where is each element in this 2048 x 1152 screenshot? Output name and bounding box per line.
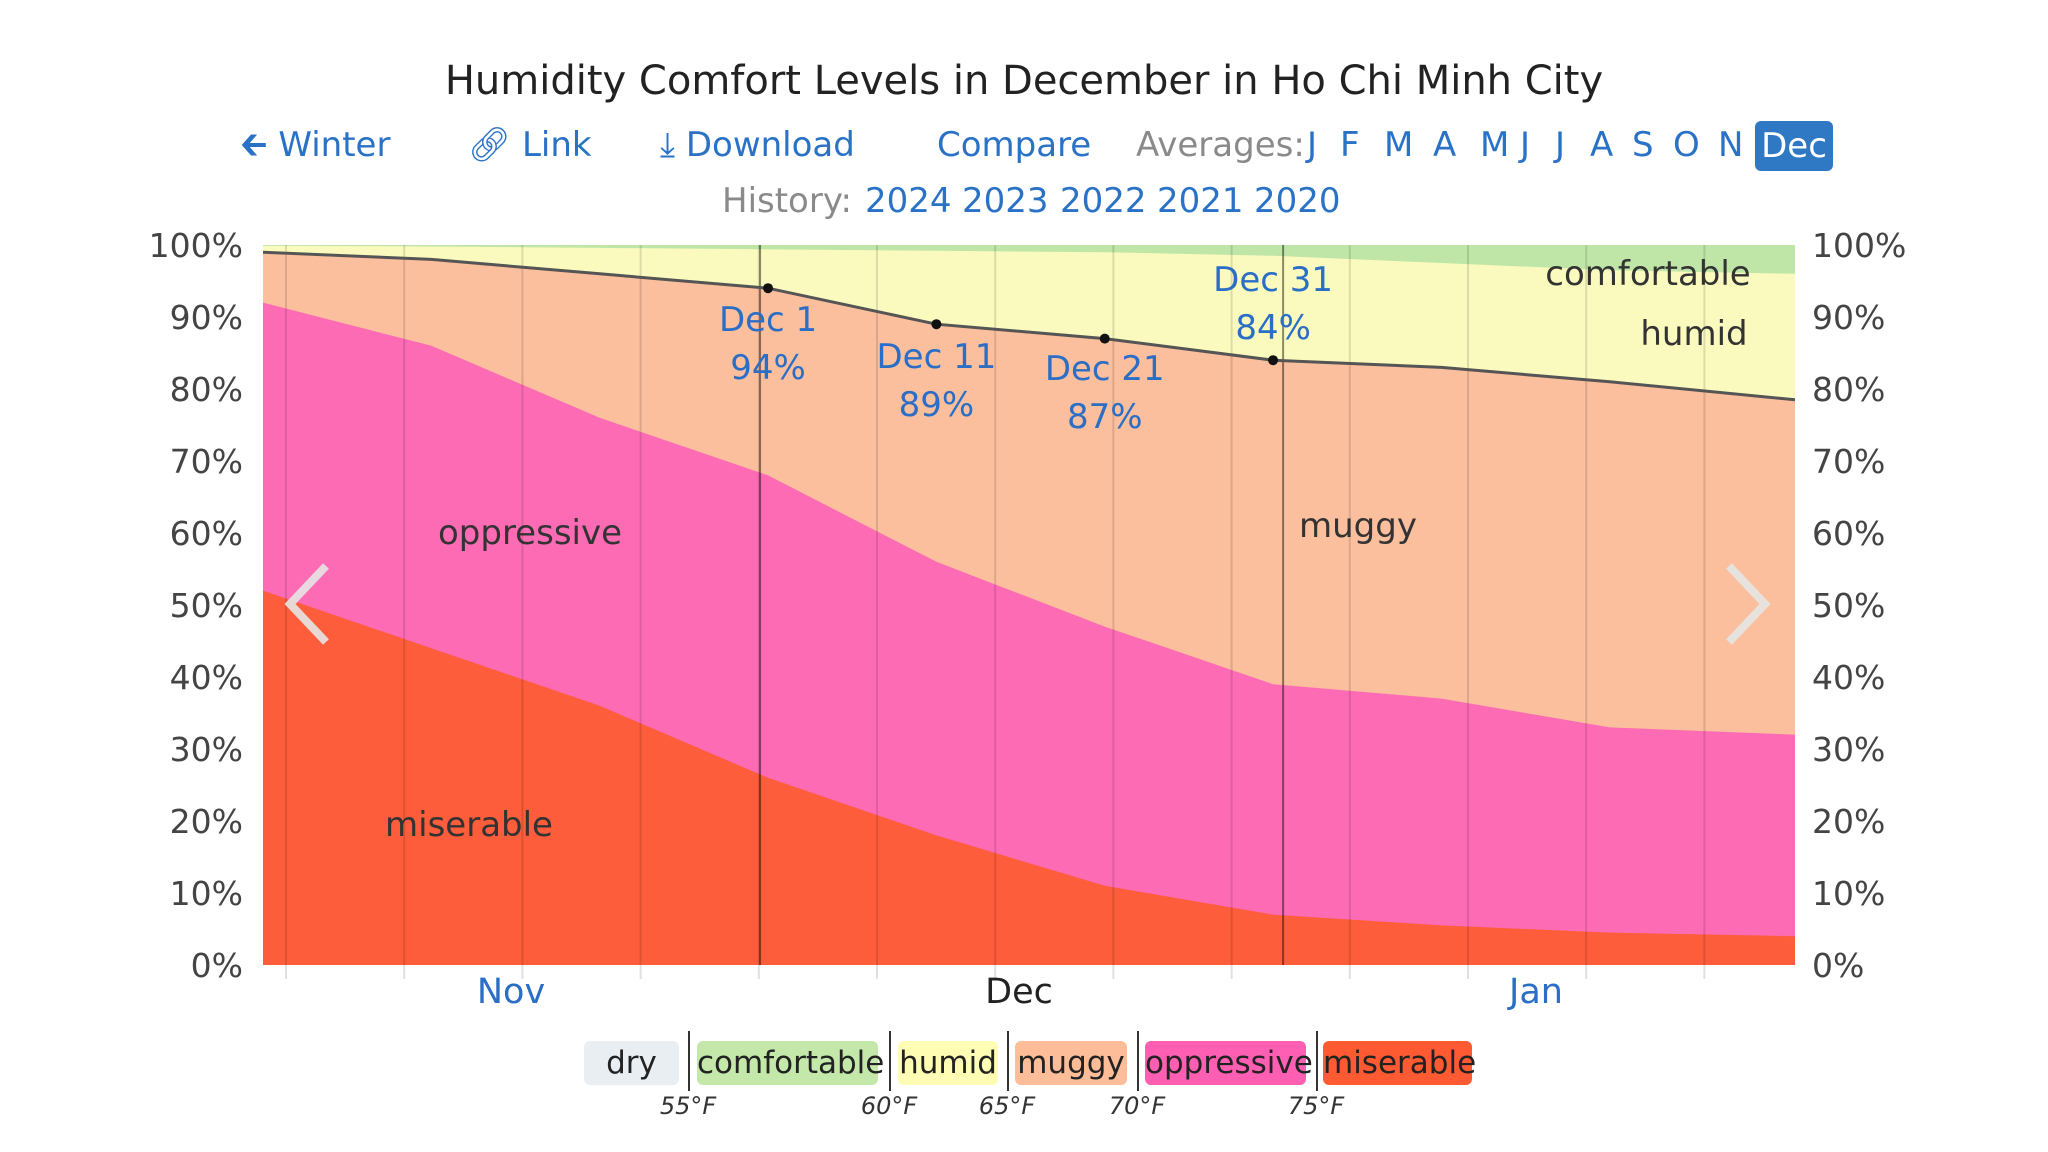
y-tick-right: 40%: [1812, 658, 1885, 697]
y-tick-right: 100%: [1812, 226, 1906, 265]
history-year-2022[interactable]: 2022: [1060, 181, 1147, 221]
legend-separator: [1007, 1031, 1009, 1091]
chevron-right-icon[interactable]: [1726, 563, 1771, 645]
y-tick-right: 0%: [1812, 946, 1864, 985]
annotation-marker: [763, 283, 774, 294]
winter-label: Winter: [278, 125, 391, 165]
month-s[interactable]: S: [1632, 125, 1654, 165]
legend-threshold: 75°F: [1287, 1092, 1345, 1120]
legend-separator: [688, 1031, 690, 1091]
chart-title: Humidity Comfort Levels in December in H…: [444, 58, 1604, 104]
y-tick-left: 90%: [170, 298, 243, 337]
y-tick-left: 70%: [170, 442, 243, 481]
link-icon: 🔗︎: [468, 125, 512, 165]
history-year-2020[interactable]: 2020: [1254, 181, 1341, 221]
area-label-muggy: muggy: [1299, 506, 1417, 546]
download-icon: ⤓: [660, 125, 676, 165]
month-j[interactable]: J: [1555, 125, 1566, 165]
month-o[interactable]: O: [1673, 125, 1700, 165]
averages-label: Averages:: [1136, 125, 1305, 165]
legend-separator: [889, 1031, 891, 1091]
legend-threshold: 60°F: [860, 1092, 918, 1120]
month-j[interactable]: J: [1520, 125, 1531, 165]
legend-threshold: 65°F: [978, 1092, 1036, 1120]
annotation-value: 94%: [730, 348, 806, 388]
download-button[interactable]: ⤓ Download: [660, 122, 855, 168]
y-tick-right: 80%: [1812, 370, 1885, 409]
history-label: History:: [722, 181, 852, 221]
y-tick-right: 60%: [1812, 514, 1885, 553]
y-tick-right: 10%: [1812, 874, 1885, 913]
month-j[interactable]: J: [1307, 125, 1318, 165]
arrow-left-icon: 🡰: [240, 125, 268, 165]
annotation-value: 89%: [899, 385, 975, 425]
area-miserable: [263, 590, 1795, 965]
annotation-date: Dec 31: [1213, 260, 1333, 300]
legend-threshold: 55°F: [659, 1092, 717, 1120]
humid-boundary-line: [262, 250, 1796, 402]
history-year-2024[interactable]: 2024: [865, 181, 952, 221]
download-label: Download: [685, 125, 855, 165]
y-tick-left: 80%: [170, 370, 243, 409]
y-tick-left: 30%: [170, 730, 243, 769]
legend-dry: dry: [584, 1041, 679, 1085]
area-label-oppressive: oppressive: [438, 513, 622, 553]
link-label: Link: [521, 125, 592, 165]
y-tick-right: 70%: [1812, 442, 1885, 481]
y-tick-right: 50%: [1812, 586, 1885, 625]
legend-comfortable: comfortable: [697, 1041, 884, 1085]
month-dec-selected[interactable]: Dec: [1755, 121, 1833, 171]
month-a[interactable]: A: [1433, 125, 1457, 165]
y-tick-left: 10%: [170, 874, 243, 913]
legend-humid: humid: [898, 1041, 998, 1085]
y-tick-left: 40%: [170, 658, 243, 697]
y-tick-left: 0%: [191, 946, 243, 985]
legend-miserable: miserable: [1323, 1041, 1476, 1085]
y-tick-left: 100%: [149, 226, 243, 265]
area-label-miserable: miserable: [385, 805, 553, 845]
legend-oppressive: oppressive: [1145, 1041, 1313, 1085]
y-tick-right: 20%: [1812, 802, 1885, 841]
x-label-jan: Jan: [1507, 972, 1563, 1012]
y-tick-left: 50%: [170, 586, 243, 625]
month-m[interactable]: M: [1384, 125, 1414, 165]
area-label-comfortable: comfortable: [1545, 254, 1750, 294]
back-winter-link[interactable]: 🡰 Winter: [240, 122, 390, 168]
link-button[interactable]: 🔗︎ Link: [468, 122, 592, 168]
y-tick-left: 60%: [170, 514, 243, 553]
legend-separator: [1137, 1031, 1139, 1091]
month-f[interactable]: F: [1340, 125, 1360, 165]
month-m[interactable]: M: [1480, 125, 1510, 165]
history-year-2023[interactable]: 2023: [962, 181, 1049, 221]
month-a[interactable]: A: [1590, 125, 1614, 165]
annotation-value: 84%: [1235, 308, 1311, 348]
y-tick-right: 90%: [1812, 298, 1885, 337]
annotation-marker: [1099, 333, 1110, 344]
area-label-humid: humid: [1640, 314, 1747, 354]
annotation-value: 87%: [1067, 397, 1143, 437]
annotation-date: Dec 1: [719, 300, 817, 340]
legend-muggy: muggy: [1015, 1041, 1127, 1085]
history-year-2021[interactable]: 2021: [1157, 181, 1244, 221]
x-label-nov: Nov: [477, 972, 545, 1012]
chevron-left-icon[interactable]: [284, 563, 329, 645]
x-label-dec: Dec: [985, 972, 1053, 1012]
y-tick-left: 20%: [170, 802, 243, 841]
legend-separator: [1316, 1031, 1318, 1091]
annotation-marker: [1268, 355, 1279, 366]
compare-link[interactable]: Compare: [937, 125, 1092, 165]
annotation-marker: [931, 319, 942, 330]
month-n[interactable]: N: [1718, 125, 1744, 165]
y-tick-right: 30%: [1812, 730, 1885, 769]
annotation-date: Dec 11: [876, 337, 996, 377]
legend-threshold: 70°F: [1108, 1092, 1166, 1120]
annotation-date: Dec 21: [1045, 349, 1165, 389]
